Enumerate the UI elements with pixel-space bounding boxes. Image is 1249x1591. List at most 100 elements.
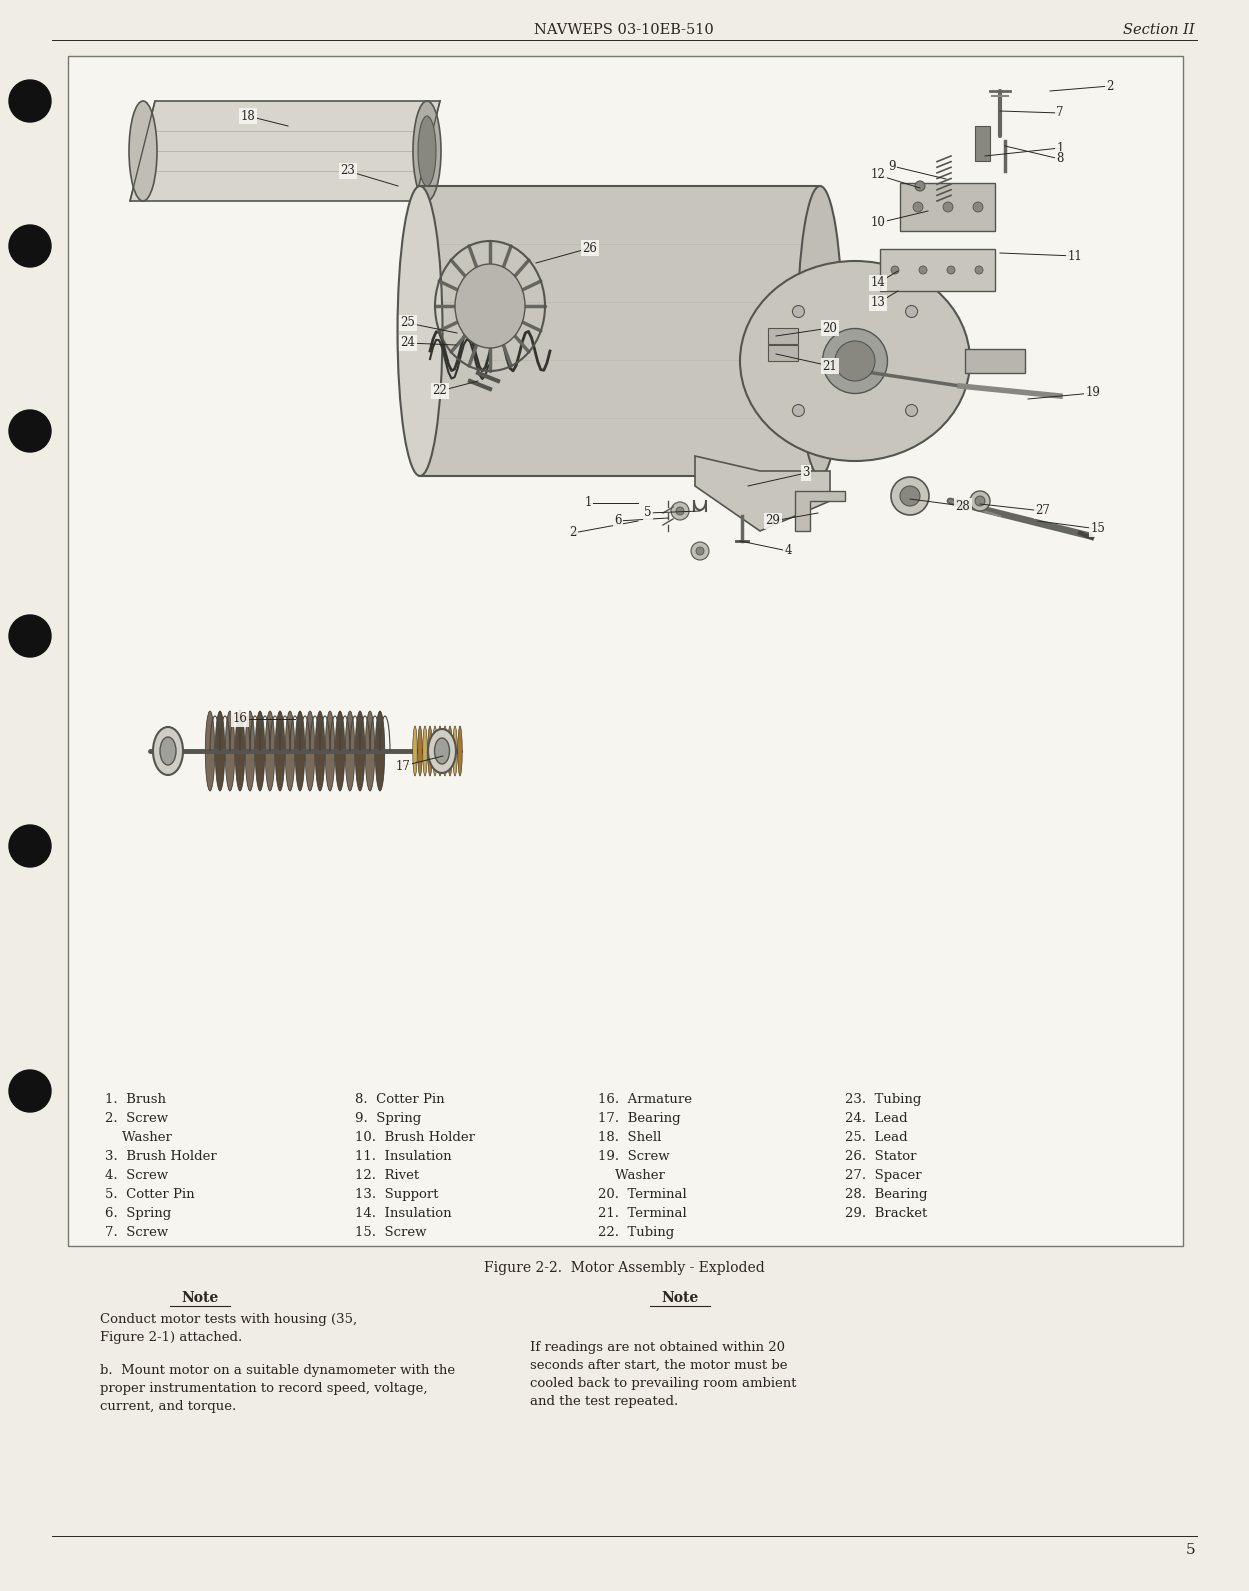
Circle shape bbox=[9, 224, 51, 267]
Ellipse shape bbox=[418, 116, 436, 186]
Ellipse shape bbox=[245, 711, 255, 791]
Text: 28.  Bearing: 28. Bearing bbox=[846, 1188, 928, 1201]
Text: 10.  Brush Holder: 10. Brush Holder bbox=[355, 1131, 475, 1144]
Text: 26: 26 bbox=[582, 242, 597, 255]
Circle shape bbox=[913, 202, 923, 212]
Circle shape bbox=[792, 404, 804, 417]
Ellipse shape bbox=[427, 725, 432, 776]
Ellipse shape bbox=[891, 477, 929, 515]
Text: 1: 1 bbox=[1057, 142, 1064, 154]
Text: 11.  Insulation: 11. Insulation bbox=[355, 1150, 452, 1163]
Text: 3: 3 bbox=[802, 466, 809, 479]
Ellipse shape bbox=[417, 725, 422, 776]
Text: 26.  Stator: 26. Stator bbox=[846, 1150, 917, 1163]
Text: 5: 5 bbox=[644, 506, 652, 520]
Circle shape bbox=[9, 1071, 51, 1112]
Text: Section II: Section II bbox=[1123, 22, 1195, 37]
Text: 27: 27 bbox=[1035, 504, 1050, 517]
Circle shape bbox=[671, 503, 689, 520]
Text: 18: 18 bbox=[241, 110, 255, 123]
Text: 12: 12 bbox=[871, 169, 886, 181]
Circle shape bbox=[9, 826, 51, 867]
Circle shape bbox=[792, 305, 804, 318]
Bar bbox=[975, 126, 990, 161]
Ellipse shape bbox=[295, 711, 305, 791]
Ellipse shape bbox=[355, 711, 365, 791]
Text: 29.  Bracket: 29. Bracket bbox=[846, 1208, 927, 1220]
Ellipse shape bbox=[455, 264, 525, 348]
Text: 3.  Brush Holder: 3. Brush Holder bbox=[105, 1150, 217, 1163]
Circle shape bbox=[696, 547, 704, 555]
Circle shape bbox=[947, 266, 955, 274]
Ellipse shape bbox=[255, 711, 265, 791]
Ellipse shape bbox=[365, 711, 375, 791]
Circle shape bbox=[973, 202, 983, 212]
Text: 21.  Terminal: 21. Terminal bbox=[598, 1208, 687, 1220]
Text: 13.  Support: 13. Support bbox=[355, 1188, 438, 1201]
Text: 7: 7 bbox=[1057, 107, 1064, 119]
Ellipse shape bbox=[452, 725, 457, 776]
Ellipse shape bbox=[975, 496, 985, 506]
Ellipse shape bbox=[152, 727, 184, 775]
Circle shape bbox=[9, 80, 51, 123]
Text: If readings are not obtained within 20: If readings are not obtained within 20 bbox=[530, 1341, 786, 1354]
Text: Figure 2-1) attached.: Figure 2-1) attached. bbox=[100, 1332, 242, 1344]
Circle shape bbox=[906, 404, 918, 417]
Text: and the test repeated.: and the test repeated. bbox=[530, 1395, 678, 1408]
Text: 16.  Armature: 16. Armature bbox=[598, 1093, 692, 1106]
Circle shape bbox=[916, 181, 926, 191]
Ellipse shape bbox=[437, 725, 442, 776]
Text: 23: 23 bbox=[341, 164, 356, 178]
Ellipse shape bbox=[160, 737, 176, 765]
Text: proper instrumentation to record speed, voltage,: proper instrumentation to record speed, … bbox=[100, 1383, 427, 1395]
Ellipse shape bbox=[225, 711, 235, 791]
Ellipse shape bbox=[412, 725, 417, 776]
Text: NAVWEPS 03-10EB-510: NAVWEPS 03-10EB-510 bbox=[535, 22, 714, 37]
Bar bbox=[768, 328, 798, 344]
Text: seconds after start, the motor must be: seconds after start, the motor must be bbox=[530, 1359, 788, 1371]
Ellipse shape bbox=[428, 729, 456, 773]
Text: current, and torque.: current, and torque. bbox=[100, 1400, 236, 1413]
Ellipse shape bbox=[836, 340, 876, 380]
Circle shape bbox=[906, 305, 918, 318]
Text: 24.  Lead: 24. Lead bbox=[846, 1112, 908, 1125]
Text: Washer: Washer bbox=[598, 1169, 664, 1182]
Text: 24: 24 bbox=[401, 337, 416, 350]
Text: 6.  Spring: 6. Spring bbox=[105, 1208, 171, 1220]
Text: 16: 16 bbox=[232, 713, 247, 725]
Ellipse shape bbox=[901, 485, 921, 506]
Text: Washer: Washer bbox=[105, 1131, 172, 1144]
Polygon shape bbox=[694, 457, 831, 531]
Text: b.  Mount motor on a suitable dynamometer with the: b. Mount motor on a suitable dynamometer… bbox=[100, 1363, 455, 1376]
Text: 28: 28 bbox=[955, 500, 970, 512]
Text: 4.  Screw: 4. Screw bbox=[105, 1169, 169, 1182]
Ellipse shape bbox=[129, 100, 157, 200]
Text: Figure 2-2.  Motor Assembly - Exploded: Figure 2-2. Motor Assembly - Exploded bbox=[483, 1262, 764, 1274]
Text: 27.  Spacer: 27. Spacer bbox=[846, 1169, 922, 1182]
Ellipse shape bbox=[970, 492, 990, 511]
Ellipse shape bbox=[442, 725, 447, 776]
Text: 13: 13 bbox=[871, 296, 886, 310]
Ellipse shape bbox=[422, 725, 427, 776]
Ellipse shape bbox=[215, 711, 225, 791]
Text: 18.  Shell: 18. Shell bbox=[598, 1131, 662, 1144]
Ellipse shape bbox=[325, 711, 335, 791]
Text: 22: 22 bbox=[432, 385, 447, 398]
Text: 17: 17 bbox=[396, 759, 411, 773]
Text: 8: 8 bbox=[1057, 153, 1064, 165]
Text: 1.  Brush: 1. Brush bbox=[105, 1093, 166, 1106]
Text: 20: 20 bbox=[823, 321, 837, 334]
Text: Note: Note bbox=[662, 1290, 698, 1305]
Text: 19.  Screw: 19. Screw bbox=[598, 1150, 669, 1163]
Circle shape bbox=[9, 616, 51, 657]
Ellipse shape bbox=[413, 100, 441, 200]
Text: 17.  Bearing: 17. Bearing bbox=[598, 1112, 681, 1125]
Ellipse shape bbox=[235, 711, 245, 791]
Text: 1: 1 bbox=[585, 496, 592, 509]
Text: 14: 14 bbox=[871, 277, 886, 290]
Bar bbox=[881, 250, 995, 291]
Text: 10: 10 bbox=[871, 216, 886, 229]
Text: 14.  Insulation: 14. Insulation bbox=[355, 1208, 452, 1220]
Ellipse shape bbox=[305, 711, 315, 791]
Text: 25.  Lead: 25. Lead bbox=[846, 1131, 908, 1144]
